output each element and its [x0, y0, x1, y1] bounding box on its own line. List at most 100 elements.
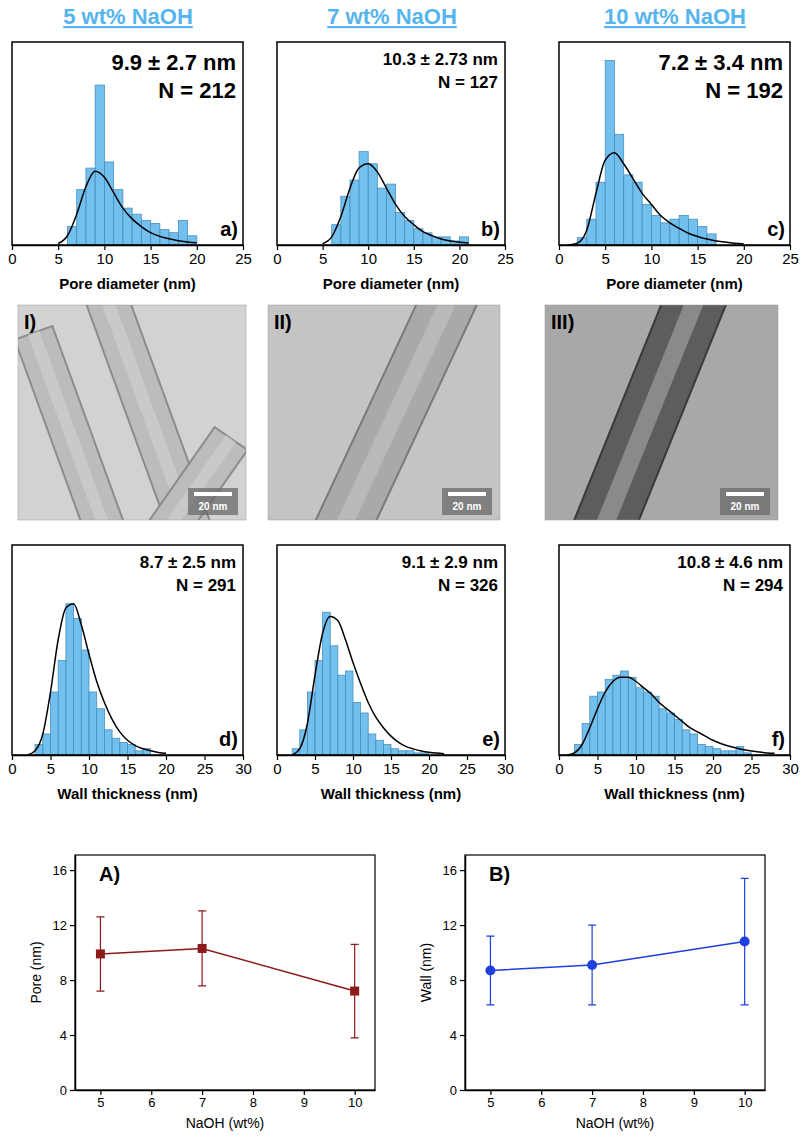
histogram-bar — [104, 162, 113, 245]
histogram-bar — [323, 612, 331, 755]
axis-x: 0510152025 — [8, 245, 252, 267]
tick-label: 0 — [273, 250, 281, 267]
nanotube — [561, 305, 729, 520]
marker — [740, 937, 750, 947]
tick-label: 6 — [148, 1095, 155, 1110]
tick: 9 — [301, 1090, 308, 1110]
error-bar — [588, 925, 596, 1005]
tick: 12 — [443, 918, 465, 933]
tick: 5 — [47, 755, 55, 777]
tick-label: 25 — [197, 760, 214, 777]
axis-x: 051015202530 — [555, 755, 799, 777]
marker — [587, 960, 597, 970]
scale-bar — [726, 492, 764, 496]
image-frame — [18, 305, 246, 520]
x-axis-title: Pore diameter (nm) — [323, 275, 460, 292]
marker — [485, 965, 495, 975]
tick: 20 — [421, 755, 438, 777]
axis-x: 051015202530 — [273, 755, 514, 777]
panel-letter: b) — [481, 218, 500, 240]
histogram-bar — [688, 219, 697, 245]
tick-label: 7 — [199, 1095, 206, 1110]
axis-line — [76, 1090, 376, 1092]
histogram-bar — [350, 180, 359, 245]
tick-mark — [460, 1090, 465, 1091]
tick-label: 0 — [8, 760, 16, 777]
tick: 20 — [158, 755, 175, 777]
scale-bar-label: 20 nm — [731, 501, 760, 512]
tick-label: 10 — [345, 760, 362, 777]
histogram-panel: 0510152025Pore diameter (nm)7.2 ± 3.4 nm… — [555, 42, 799, 292]
line-panel: 56789100481216NaOH (wt%)Pore (nm)A) — [28, 855, 376, 1131]
tick-label: 5 — [97, 1095, 104, 1110]
tick: 0 — [273, 245, 281, 267]
tick: 10 — [97, 245, 114, 267]
panel-letter: a) — [220, 218, 238, 240]
histogram-bar — [667, 713, 675, 755]
tick-label: 4 — [450, 1028, 457, 1043]
tick-mark — [70, 980, 75, 981]
tick-label: 6 — [538, 1095, 545, 1110]
tick-label: 15 — [667, 760, 684, 777]
tick-mark — [460, 925, 465, 926]
tick: 10 — [644, 245, 661, 267]
tick: 8 — [60, 973, 75, 988]
tick: 25 — [782, 245, 799, 267]
tick-label: 20 — [452, 250, 469, 267]
nanotube-channel — [320, 305, 462, 520]
tick: 16 — [443, 863, 465, 878]
tick-label: 25 — [744, 760, 761, 777]
tick: 9 — [691, 1090, 698, 1110]
tick-label: 25 — [497, 250, 514, 267]
tick: 16 — [53, 863, 75, 878]
x-axis-title: NaOH (wt%) — [576, 1115, 655, 1131]
tick-label: 15 — [406, 250, 423, 267]
tick-label: 0 — [8, 250, 16, 267]
annotation: 8.7 ± 2.5 nm — [140, 553, 236, 572]
fit-curve — [58, 171, 197, 243]
histogram-bar — [300, 730, 308, 755]
tick-label: 30 — [782, 760, 799, 777]
tick: 5 — [319, 245, 327, 267]
figure: 5 wt% NaOH7 wt% NaOH10 wt% NaOHI)20 nmII… — [0, 0, 805, 1147]
histogram-bar — [396, 213, 405, 245]
tick-label: 5 — [602, 250, 610, 267]
histogram-bar — [675, 719, 683, 755]
histogram-bar — [661, 223, 670, 245]
tick-label: 10 — [644, 250, 661, 267]
tick: 15 — [690, 245, 707, 267]
plot-frame — [12, 42, 243, 245]
histogram-bar — [67, 227, 76, 245]
tick: 10 — [360, 245, 377, 267]
plot-frame — [465, 855, 765, 1090]
tick: 0 — [60, 1083, 75, 1098]
histogram-bar — [377, 188, 386, 245]
plot-frame — [75, 855, 375, 1090]
tick: 20 — [705, 755, 722, 777]
histogram-bar — [682, 730, 690, 755]
fit-curve — [567, 677, 775, 755]
tick: 10 — [81, 755, 98, 777]
histogram-bar — [345, 671, 353, 755]
histogram-bar — [459, 237, 468, 245]
tick-label: 7 — [589, 1095, 596, 1110]
histogram-bar — [376, 740, 384, 755]
tick-label: 25 — [459, 760, 476, 777]
tick: 7 — [589, 1090, 596, 1110]
axis-x: 0 5 10 15 20 25 — [273, 245, 514, 267]
tick-label: 20 — [158, 760, 175, 777]
histogram-bar — [128, 745, 136, 756]
tick-label: 10 — [81, 760, 98, 777]
tick: 0 — [450, 1083, 465, 1098]
tick-mark — [70, 925, 75, 926]
fit-curve — [292, 616, 444, 755]
image-label: III) — [551, 311, 574, 333]
annotation: 7.2 ± 3.4 nm — [658, 50, 783, 75]
histogram-bar — [698, 227, 707, 245]
tick: 20 — [452, 245, 469, 267]
tick-label: 8 — [60, 973, 67, 988]
histogram-bar — [43, 734, 51, 755]
tick: 20 — [189, 245, 206, 267]
tick: 0 — [8, 245, 16, 267]
tick-label: 8 — [250, 1095, 257, 1110]
